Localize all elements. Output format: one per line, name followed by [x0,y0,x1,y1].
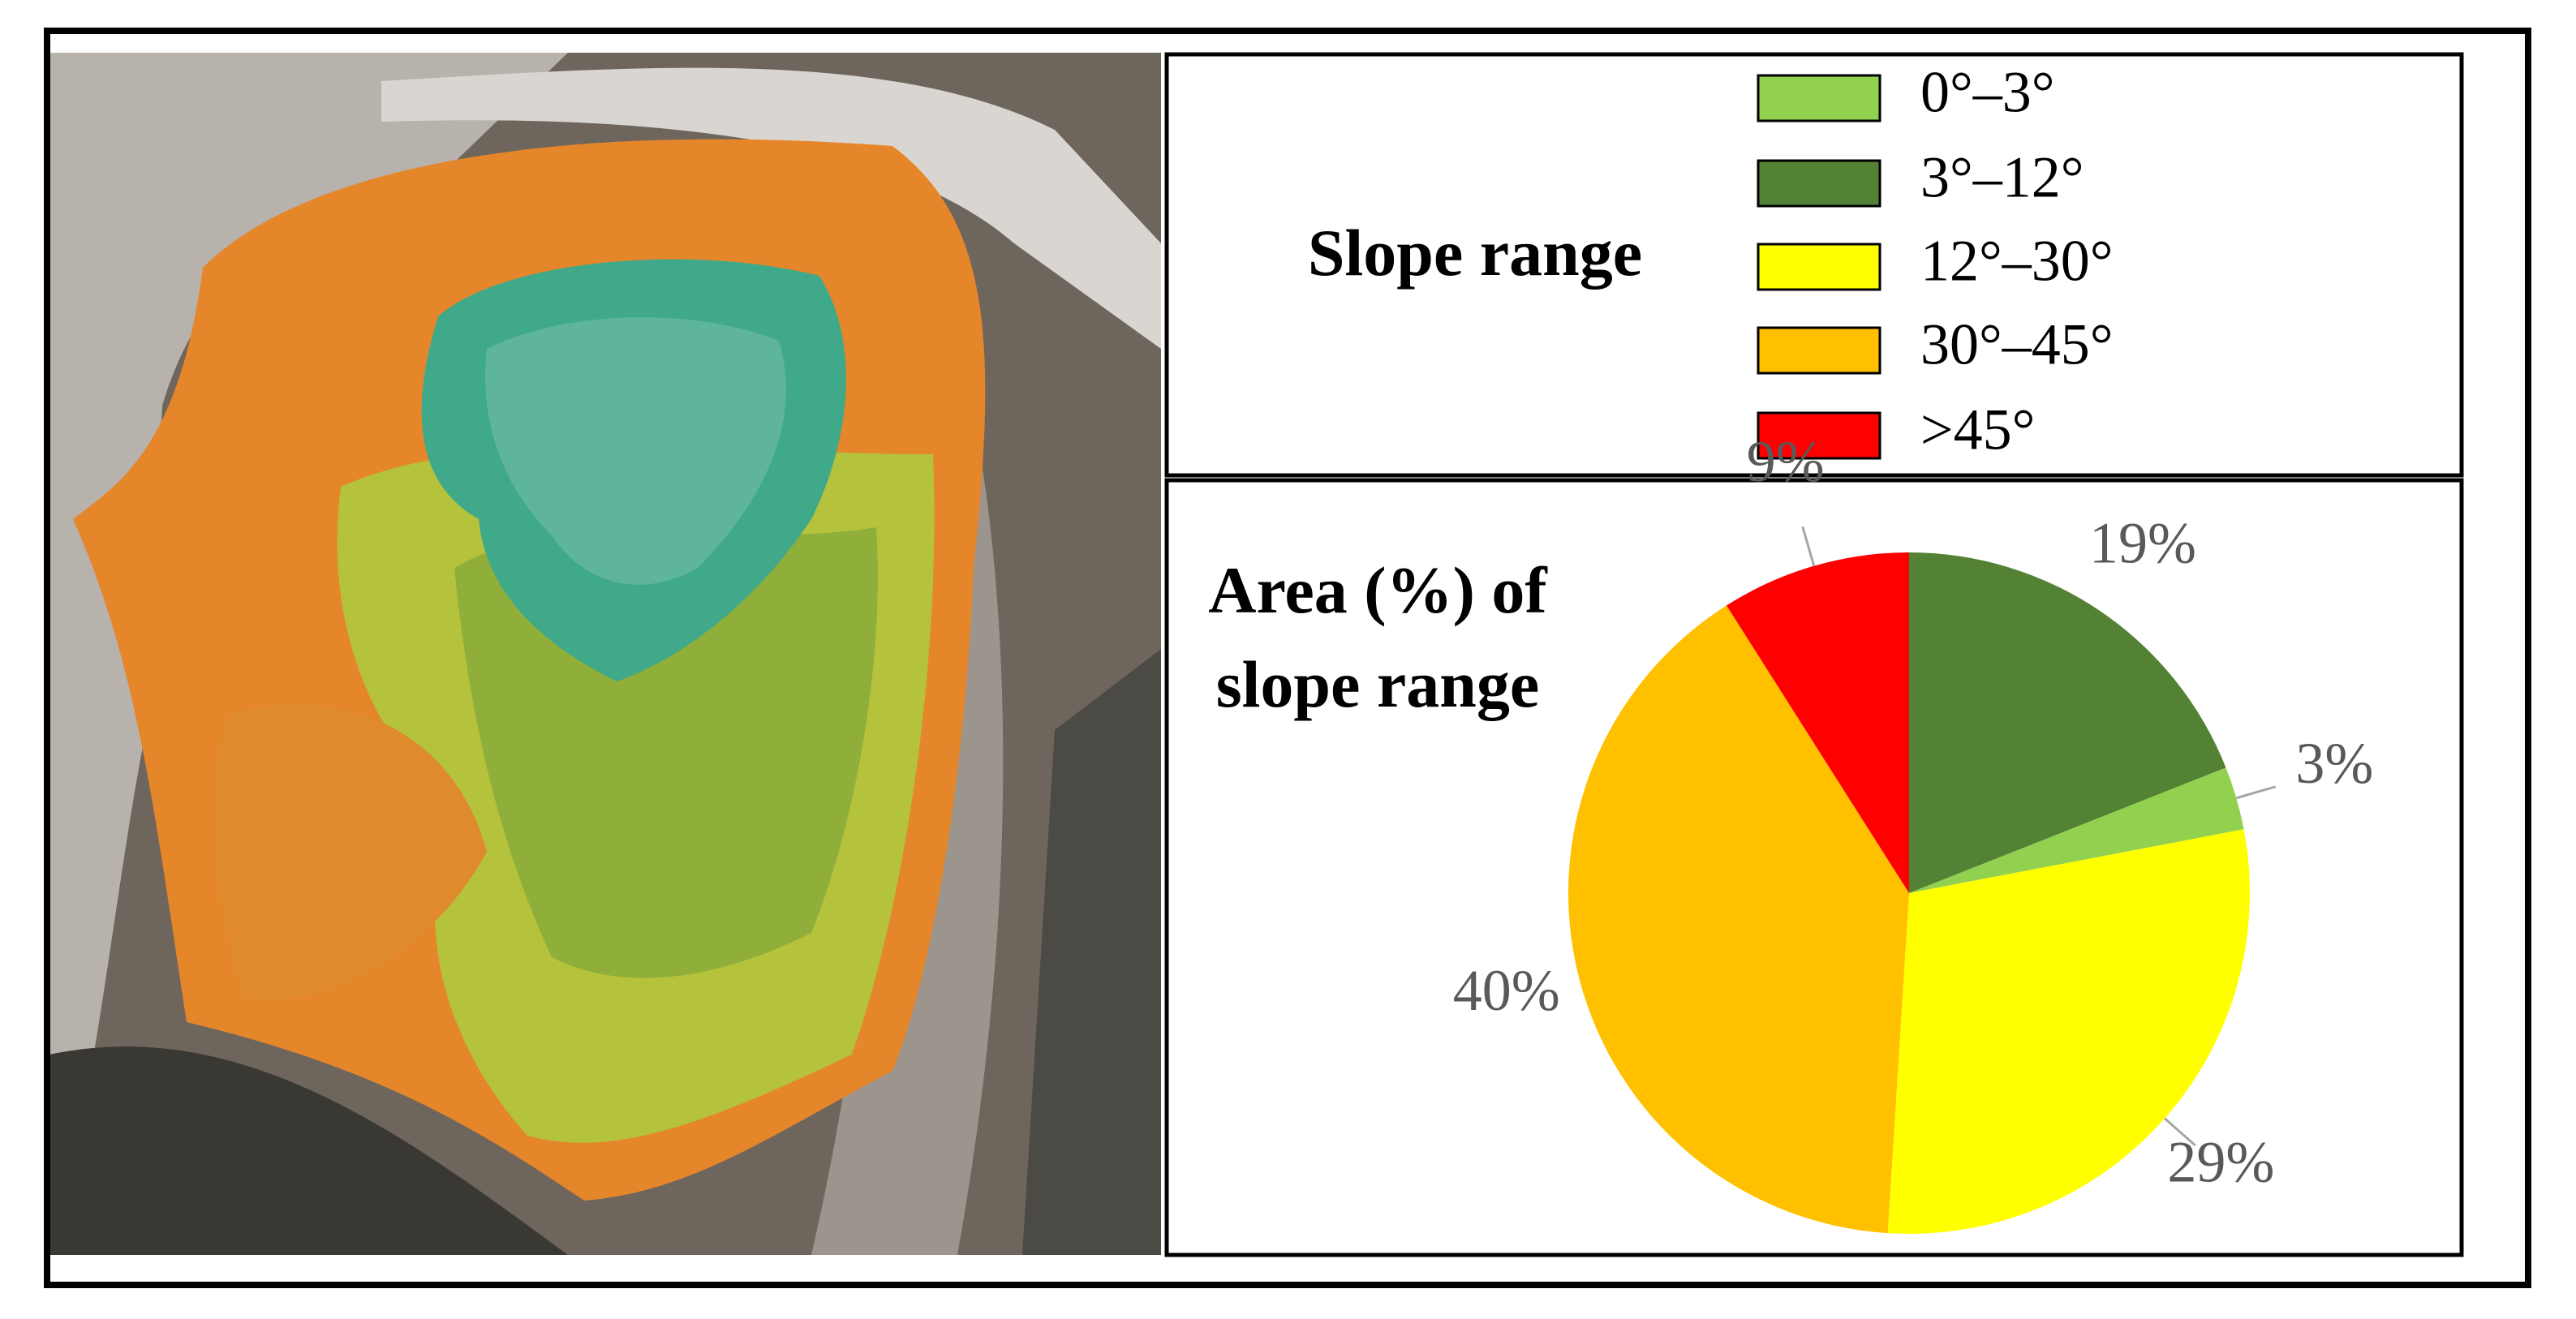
data-label: 3% [2295,731,2373,796]
legend-label: 12°–30° [1920,229,2114,294]
legend-swatch [1757,159,1881,208]
pie-slice [1909,767,2244,893]
pie-slice [1887,829,2250,1234]
legend-label: 30°–45° [1920,312,2114,377]
legend-swatch [1757,243,1881,291]
pie-slice [1909,552,2226,893]
data-label: 9% [1747,429,1825,494]
leader-line [2235,785,2277,800]
data-label: 19% [2089,511,2196,576]
data-label: 40% [1453,958,1560,1023]
leader-line [1801,526,1816,567]
aerial-map [49,53,1161,1255]
legend-swatch [1757,411,1881,460]
legend-swatch [1757,326,1881,375]
legend-swatch [1757,74,1881,122]
figure-frame [44,28,2531,1288]
data-label: 29% [2167,1129,2274,1194]
legend-label: >45° [1920,397,2035,462]
pie-slice [1726,552,1909,893]
legend-label: 3°–12° [1920,145,2084,210]
chart-title: Area (%) of slope range [1208,553,1547,721]
legend-title: Slope range [1308,216,1642,290]
legend-label: 0°–3° [1920,60,2055,125]
leader-line [2164,1117,2196,1147]
pie-slice [1568,605,1909,1234]
